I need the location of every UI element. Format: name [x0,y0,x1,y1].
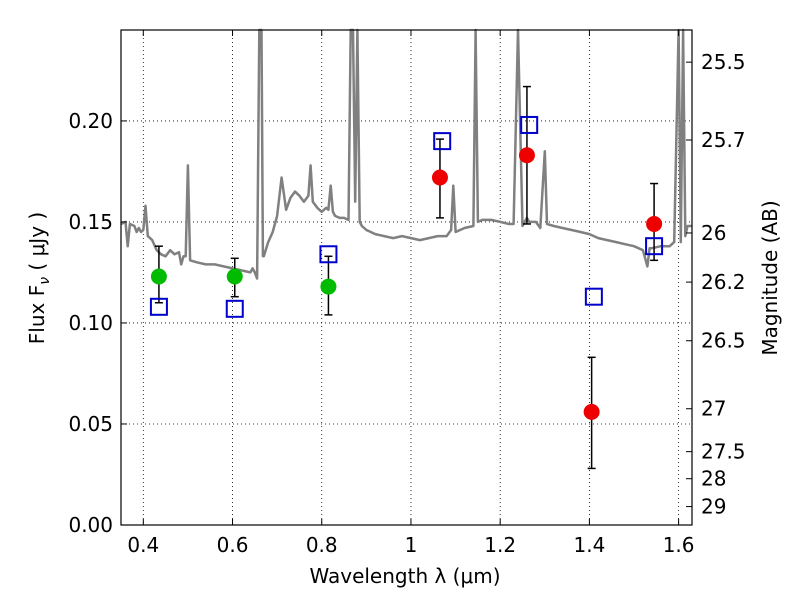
y2-tick-label: 25.7 [701,128,746,152]
y-axis-label: Flux Fν ( μJy ) [25,212,53,344]
x-tick-label: 0.8 [306,533,338,557]
y2-axis-label: Magnitude (AB) [758,200,782,355]
y-axis-label-subscript: ν [37,277,53,285]
model-square-marker [319,245,338,264]
y-tick-label: 0.00 [68,513,113,537]
y-tick-label: 0.20 [68,109,113,133]
y2-tick-label: 29 [701,495,726,519]
y-axis-label-unit: ( μJy ) [25,212,49,277]
y-tick-label: 0.15 [68,210,113,234]
x-tick-label: 0.6 [217,533,249,557]
nir-data-point [431,169,448,186]
x-axis-ticks: 0.4 0.6 0.8 1 1.2 1.4 1.6 [127,30,695,557]
model-square-marker [225,299,244,318]
y-axis-ticks: 0.00 0.05 0.10 0.15 0.20 [68,109,127,537]
optical-data-point [320,278,337,295]
y2-tick-label: 27 [701,397,726,421]
y-tick-label: 0.05 [68,412,113,436]
grid [121,30,692,526]
optical-data-point [150,268,167,285]
y2-tick-label: 27.5 [701,440,746,464]
x-tick-label: 0.4 [127,533,159,557]
y2-tick-label: 25.5 [701,50,746,74]
y-axis-label-main: Flux F [25,285,49,344]
model-square-marker [645,237,664,256]
plot-frame [120,29,693,526]
data-markers [149,115,664,420]
x-tick-label: 1.4 [573,533,605,557]
template-spectrum [120,28,692,280]
y-tick-label: 0.10 [68,311,113,335]
y2-axis-ticks: 25.5 25.7 26 26.2 26.5 27 27.5 28 29 [686,50,746,519]
y2-tick-label: 26 [701,221,726,245]
nir-data-point [518,147,535,164]
x-axis-label: Wavelength λ (μm) [309,564,500,588]
y2-tick-label: 28 [701,467,726,491]
nir-data-point [583,403,600,420]
y2-tick-label: 26.5 [701,329,746,353]
model-square-marker [584,287,603,306]
nir-data-point [646,215,663,232]
y2-tick-label: 26.2 [701,270,746,294]
model-square-marker [520,115,539,134]
x-tick-label: 1 [405,533,418,557]
model-square-marker [433,132,452,151]
x-tick-label: 1.6 [663,533,695,557]
x-tick-label: 1.2 [484,533,516,557]
spectrum-line [120,28,692,280]
model-square-marker [149,297,168,316]
optical-data-point [226,268,243,285]
